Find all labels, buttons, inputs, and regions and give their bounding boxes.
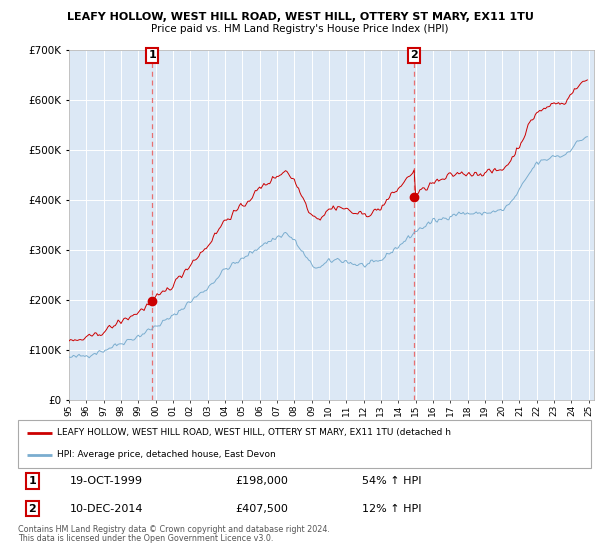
Text: This data is licensed under the Open Government Licence v3.0.: This data is licensed under the Open Gov…: [18, 534, 274, 543]
FancyBboxPatch shape: [18, 420, 591, 468]
Text: Contains HM Land Registry data © Crown copyright and database right 2024.: Contains HM Land Registry data © Crown c…: [18, 525, 330, 534]
Text: LEAFY HOLLOW, WEST HILL ROAD, WEST HILL, OTTERY ST MARY, EX11 1TU (detached h: LEAFY HOLLOW, WEST HILL ROAD, WEST HILL,…: [57, 428, 451, 437]
Text: 1: 1: [148, 50, 156, 60]
Text: 10-DEC-2014: 10-DEC-2014: [70, 503, 143, 514]
Text: 54% ↑ HPI: 54% ↑ HPI: [362, 476, 421, 486]
Text: HPI: Average price, detached house, East Devon: HPI: Average price, detached house, East…: [57, 450, 276, 459]
Text: Price paid vs. HM Land Registry's House Price Index (HPI): Price paid vs. HM Land Registry's House …: [151, 24, 449, 34]
Text: £407,500: £407,500: [236, 503, 289, 514]
Text: 1: 1: [28, 476, 36, 486]
Text: 2: 2: [410, 50, 418, 60]
Text: 12% ↑ HPI: 12% ↑ HPI: [362, 503, 421, 514]
Text: 19-OCT-1999: 19-OCT-1999: [70, 476, 143, 486]
Text: 2: 2: [28, 503, 36, 514]
Text: £198,000: £198,000: [236, 476, 289, 486]
Text: LEAFY HOLLOW, WEST HILL ROAD, WEST HILL, OTTERY ST MARY, EX11 1TU: LEAFY HOLLOW, WEST HILL ROAD, WEST HILL,…: [67, 12, 533, 22]
